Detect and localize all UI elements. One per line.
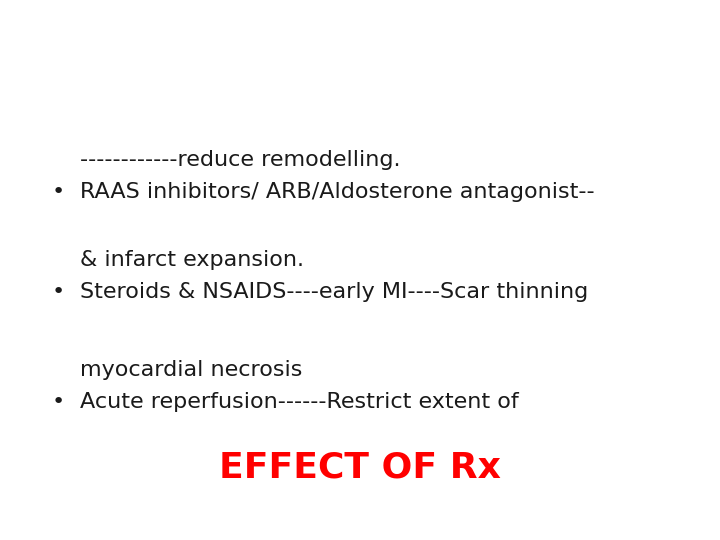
Text: •: • bbox=[52, 392, 66, 412]
Text: ------------reduce remodelling.: ------------reduce remodelling. bbox=[80, 150, 400, 170]
Text: Acute reperfusion------Restrict extent of: Acute reperfusion------Restrict extent o… bbox=[80, 392, 518, 412]
Text: •: • bbox=[52, 182, 66, 202]
Text: •: • bbox=[52, 282, 66, 302]
Text: myocardial necrosis: myocardial necrosis bbox=[80, 360, 302, 380]
Text: Steroids & NSAIDS----early MI----Scar thinning: Steroids & NSAIDS----early MI----Scar th… bbox=[80, 282, 588, 302]
Text: & infarct expansion.: & infarct expansion. bbox=[80, 250, 304, 270]
Text: EFFECT OF Rx: EFFECT OF Rx bbox=[219, 451, 501, 485]
Text: RAAS inhibitors/ ARB/Aldosterone antagonist--: RAAS inhibitors/ ARB/Aldosterone antagon… bbox=[80, 182, 595, 202]
